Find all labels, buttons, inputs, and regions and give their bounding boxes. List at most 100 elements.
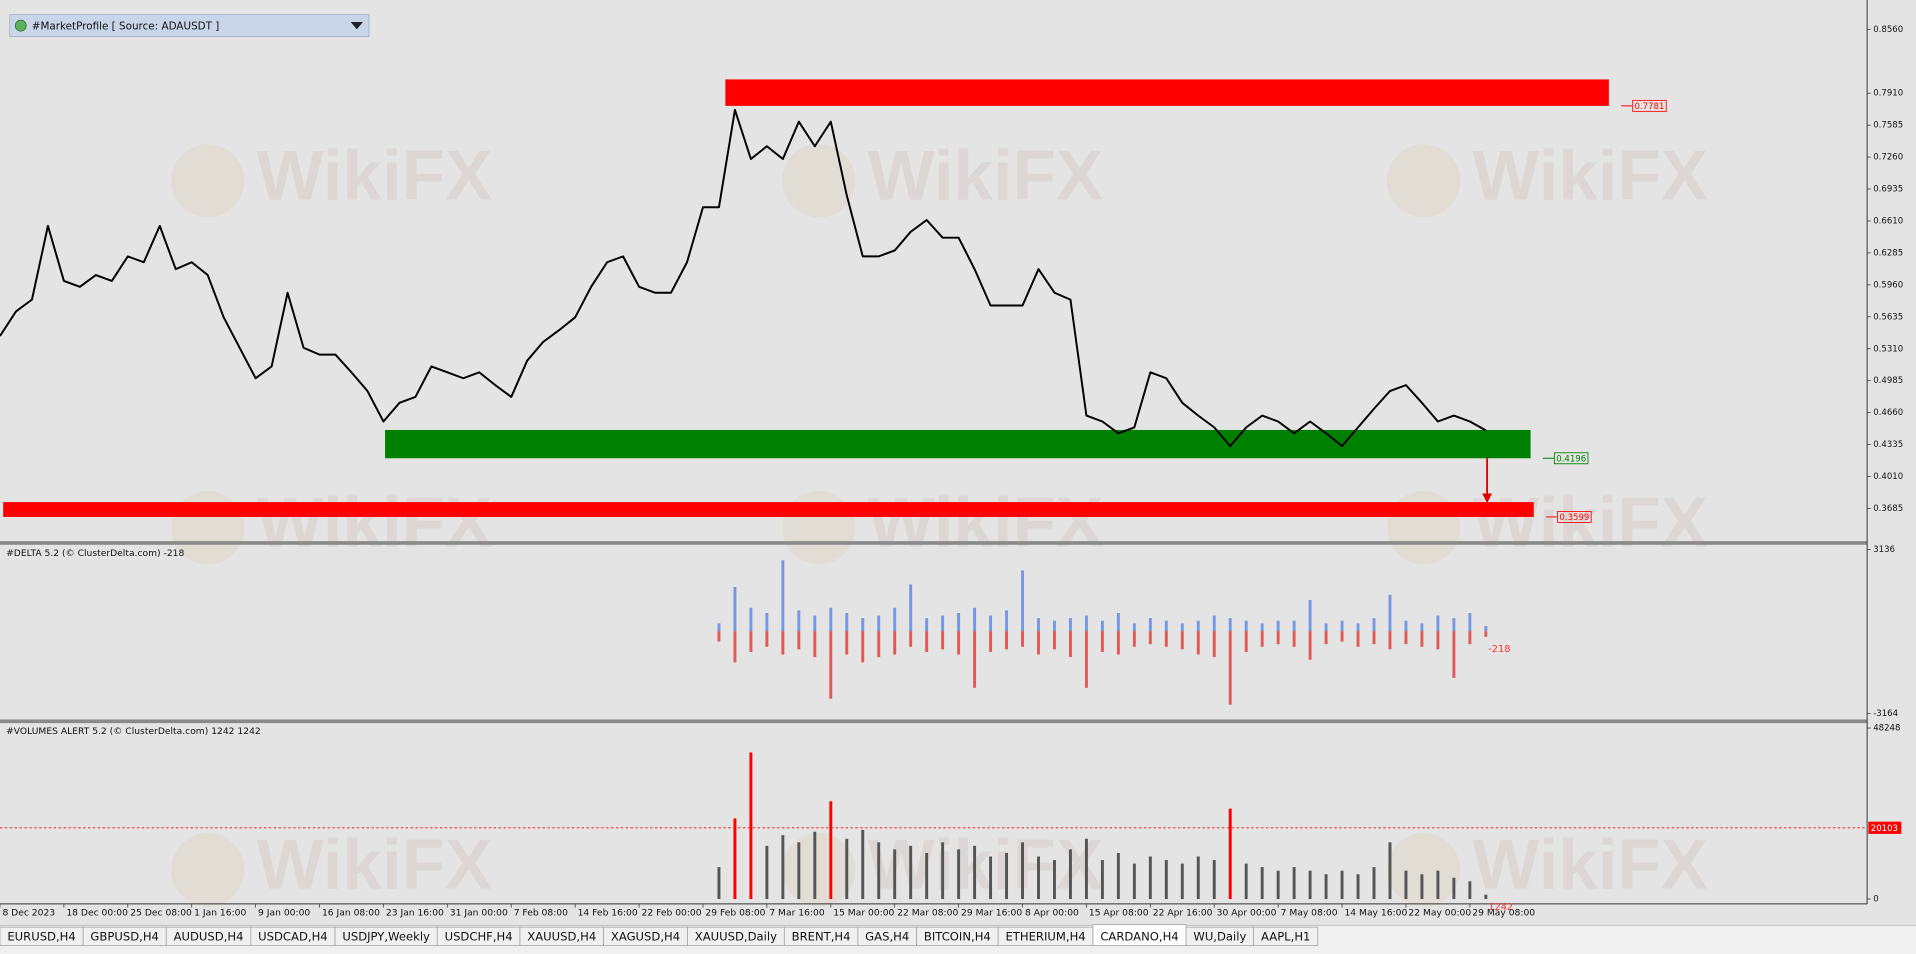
indicator-dropdown[interactable]: #MarketProfile [ Source: ADAUSDT ]	[9, 14, 370, 38]
bar	[1228, 631, 1232, 705]
bar	[893, 607, 897, 632]
x-tick-label: 8 Apr 00:00	[1025, 908, 1079, 919]
watermark-logo	[1386, 833, 1461, 907]
bar	[1244, 631, 1248, 652]
bar	[1068, 618, 1072, 632]
bar	[1244, 863, 1248, 900]
bar	[893, 631, 897, 655]
x-tick-label: 23 Jan 16:00	[386, 908, 444, 919]
bar	[1356, 874, 1360, 900]
bar	[1308, 631, 1312, 660]
tab-label[interactable]: GBPUSD,H4	[90, 929, 158, 943]
y-tick-label: 0.4335	[1873, 440, 1903, 450]
bar	[813, 631, 817, 658]
zone-label-box	[1632, 99, 1667, 112]
panel-title: #DELTA 5.2 (© ClusterDelta.com) -218	[6, 548, 184, 559]
tab-label[interactable]: BRENT,H4	[792, 929, 851, 943]
tab-label[interactable]: XAGUSD,H4	[611, 929, 680, 943]
x-tick-label: 14 May 16:00	[1344, 908, 1407, 919]
bar	[909, 584, 913, 632]
watermarks: WikiFX WikiFX WikiFX WikiFX WikiFX WikiF…	[171, 137, 1708, 907]
x-tick-label: 8 Dec 2023	[2, 908, 55, 919]
bar	[1260, 623, 1264, 632]
zone-label: 0.7781	[1635, 102, 1665, 112]
watermark: WikiFX	[257, 137, 493, 216]
tab-label[interactable]: BITCOIN,H4	[924, 929, 991, 943]
bar	[1084, 838, 1088, 900]
bar	[1404, 631, 1408, 645]
panel-separator	[0, 719, 1868, 724]
tab-label[interactable]: AAPL,H1	[1261, 929, 1310, 943]
tab-label[interactable]: EURUSD,H4	[7, 929, 75, 943]
tab-label[interactable]: GAS,H4	[865, 929, 909, 943]
bar	[1468, 631, 1472, 645]
bar	[1340, 631, 1344, 642]
y-tick-label: 0.4010	[1873, 472, 1903, 482]
bar	[1484, 625, 1488, 632]
tab-label[interactable]: USDJPY,Weekly	[342, 929, 430, 943]
x-tick-label: 7 Mar 16:00	[769, 908, 824, 919]
watermark: WikiFX	[868, 825, 1104, 904]
dropdown-box[interactable]	[9, 14, 370, 38]
x-tick-label: 29 May 08:00	[1472, 908, 1535, 919]
last-value-label: 1242	[1488, 902, 1513, 913]
zone-label-box	[1557, 511, 1592, 523]
tab-label[interactable]: XAUUSD,H4	[527, 929, 596, 943]
y-tick-label: 0.4985	[1873, 376, 1903, 386]
bar	[781, 560, 785, 632]
bar	[1452, 618, 1456, 632]
bar	[749, 631, 753, 652]
bar	[1212, 615, 1216, 632]
bar	[1180, 863, 1184, 900]
x-tick-label: 1 Jan 16:00	[194, 908, 246, 919]
watermark-logo	[782, 491, 856, 565]
bar	[1180, 623, 1184, 632]
bar	[941, 615, 945, 632]
bar	[1372, 618, 1376, 632]
tab-label[interactable]: USDCAD,H4	[258, 929, 328, 943]
dropdown-arrow[interactable]	[350, 21, 363, 30]
bar	[765, 631, 769, 647]
tab-label[interactable]: WU,Daily	[1193, 929, 1246, 943]
tab-label[interactable]: AUDUSD,H4	[174, 929, 244, 943]
bar	[717, 867, 721, 900]
bar	[925, 631, 929, 652]
bar	[717, 623, 721, 632]
bar	[1244, 620, 1248, 632]
bar	[1324, 631, 1328, 645]
bar	[765, 845, 769, 900]
x-tick-label: 31 Jan 00:00	[450, 908, 508, 919]
watermark-logo	[782, 833, 856, 907]
bar	[1100, 860, 1104, 900]
watermark-logo	[1386, 491, 1461, 565]
bar	[877, 842, 881, 900]
bar	[1037, 631, 1040, 655]
bar	[1021, 631, 1024, 647]
bar	[1148, 856, 1152, 900]
x-tick-label: 14 Feb 16:00	[578, 908, 638, 919]
bar	[1084, 615, 1088, 632]
bar	[1324, 623, 1328, 632]
x-tick-label: 7 May 08:00	[1281, 908, 1338, 919]
indicator-icon	[14, 19, 27, 32]
bar	[1053, 631, 1056, 650]
bar	[1340, 870, 1344, 900]
bar	[1436, 631, 1440, 650]
tab[interactable]	[1253, 926, 1319, 946]
bar	[893, 849, 897, 900]
bar	[733, 818, 737, 900]
bar	[1372, 631, 1376, 645]
tab-label[interactable]: XAUUSD,Daily	[695, 929, 777, 943]
bar	[1196, 631, 1200, 655]
bar	[1116, 631, 1120, 655]
tab-label[interactable]: ETHERIUM,H4	[1005, 929, 1085, 943]
bar	[1084, 631, 1088, 688]
x-tick-label: 15 Apr 08:00	[1089, 908, 1149, 919]
tab-label[interactable]: CARDANO,H4	[1100, 929, 1178, 943]
bar	[1388, 594, 1392, 632]
tab-label[interactable]: USDCHF,H4	[445, 929, 513, 943]
bar	[1212, 631, 1216, 658]
watermark: WikiFX	[1472, 825, 1708, 904]
bar	[877, 631, 881, 658]
